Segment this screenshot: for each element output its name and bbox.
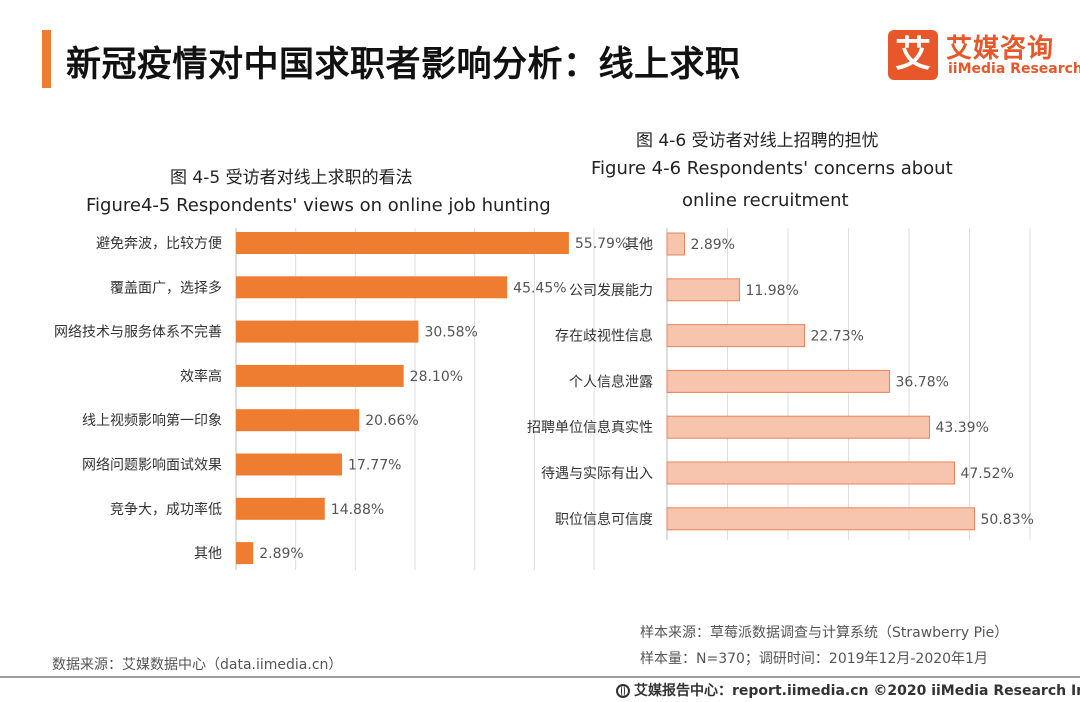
bar <box>666 278 740 302</box>
category-label: 效率高 <box>180 368 222 385</box>
bar <box>236 453 343 476</box>
category-label: 网络技术与服务体系不完善 <box>54 325 222 341</box>
category-label: 避免奔波，比较方便 <box>96 236 222 252</box>
bar <box>236 232 569 254</box>
bar <box>666 507 976 531</box>
bar <box>666 324 806 348</box>
bar <box>236 542 254 565</box>
category-label: 覆盖面广，选择多 <box>110 279 222 296</box>
logo-en-text: iiMedia Research <box>948 61 1080 77</box>
value-label: 2.89% <box>690 237 734 253</box>
category-label: 线上视频影响第一印象 <box>82 412 222 429</box>
iimedia-logo: 艾 艾媒咨询 iiMedia Research <box>888 30 1080 82</box>
bar <box>666 369 891 393</box>
value-label: 22.73% <box>811 329 864 345</box>
footer-text: 艾媒报告中心：report.iimedia.cn ©2020 iiMedia R… <box>634 683 1080 699</box>
value-label: 30.58% <box>424 325 477 341</box>
right-chart-title-en-1: Figure 4-6 Respondents' concerns about <box>591 158 953 179</box>
value-label: 20.66% <box>365 413 418 429</box>
value-label: 36.78% <box>896 374 949 390</box>
sample-size-note: 样本量：N=370；调研时间：2019年12月-2020年1月 <box>640 651 988 667</box>
data-source-note: 数据来源：艾媒数据中心（data.iimedia.cn） <box>52 657 343 673</box>
value-label: 28.10% <box>410 369 463 385</box>
globe-icon <box>616 684 630 698</box>
value-label: 50.83% <box>981 512 1034 528</box>
footer-divider <box>0 676 1080 678</box>
right-chart-title-en-2: online recruitment <box>682 190 849 211</box>
value-label: 17.77% <box>348 458 401 474</box>
category-label: 竞争大，成功率低 <box>110 501 222 518</box>
category-label: 网络问题影响面试效果 <box>82 458 222 474</box>
category-label: 公司发展能力 <box>569 283 653 299</box>
logo-mark-icon: 艾 <box>888 30 938 80</box>
category-label: 存在歧视性信息 <box>555 328 653 345</box>
left-chart-title-cn: 图 4-5 受访者对线上求职的看法 <box>170 168 413 188</box>
bar <box>236 320 419 343</box>
value-label: 45.45% <box>513 280 566 296</box>
category-label: 职位信息可信度 <box>555 511 653 528</box>
category-label: 个人信息泄露 <box>569 373 653 390</box>
category-label: 其他 <box>625 237 653 253</box>
category-label: 其他 <box>194 546 222 562</box>
page-title: 新冠疫情对中国求职者影响分析：线上求职 <box>66 45 741 85</box>
bar <box>236 497 325 520</box>
title-accent-bar <box>42 30 51 88</box>
value-label: 55.79% <box>575 236 628 252</box>
logo-cn-text: 艾媒咨询 <box>946 34 1055 64</box>
value-label: 47.52% <box>960 466 1013 482</box>
sample-source-note: 样本来源：草莓派数据调查与计算系统（Strawberry Pie） <box>640 625 1009 641</box>
bar <box>666 232 685 256</box>
value-label: 14.88% <box>331 502 384 518</box>
category-label: 招聘单位信息真实性 <box>527 419 653 436</box>
value-label: 43.39% <box>936 420 989 436</box>
value-label: 2.89% <box>259 546 303 562</box>
value-label: 11.98% <box>745 283 798 299</box>
category-label: 待遇与实际有出入 <box>541 466 653 482</box>
bar <box>236 364 404 387</box>
right-chart-title-cn: 图 4-6 受访者对线上招聘的担忧 <box>636 131 879 151</box>
bar <box>236 409 360 432</box>
footer: 艾媒报告中心：report.iimedia.cn ©2020 iiMedia R… <box>616 680 1080 700</box>
bar <box>666 461 955 485</box>
left-chart-title-en: Figure4-5 Respondents' views on online j… <box>86 195 551 216</box>
bar <box>666 415 931 439</box>
bar <box>236 276 508 299</box>
